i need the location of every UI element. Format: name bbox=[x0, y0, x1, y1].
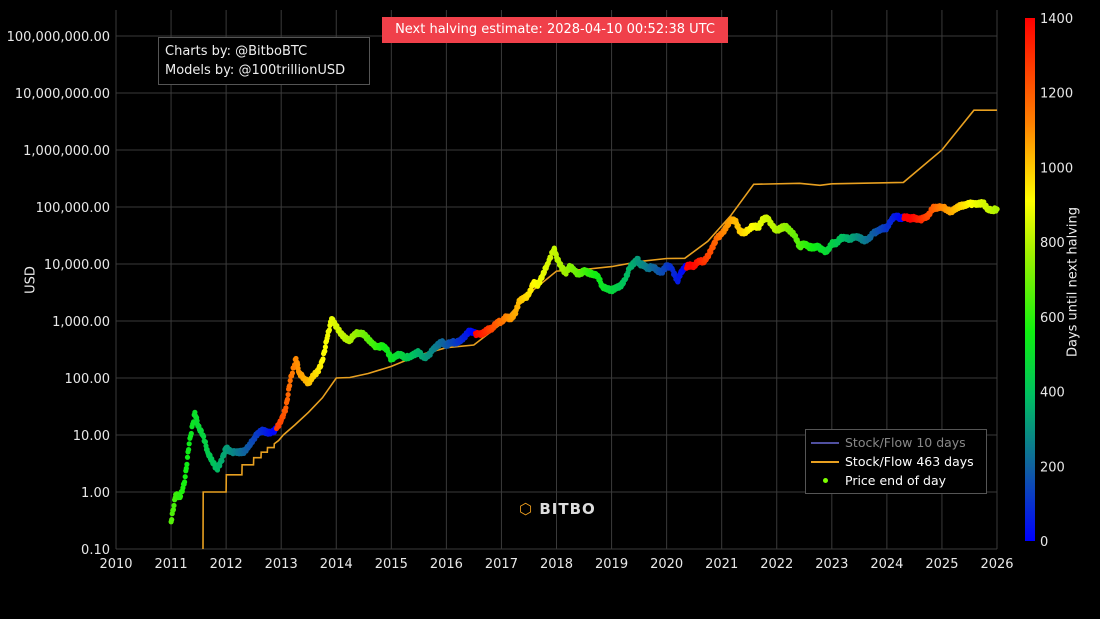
price-marker-interp bbox=[188, 430, 194, 437]
y-tick-label: 0.10 bbox=[81, 543, 110, 558]
x-tick-label: 2014 bbox=[320, 557, 353, 572]
credits-models: Models by: @100trillionUSD bbox=[165, 63, 346, 78]
legend-label-sf10: Stock/Flow 10 days bbox=[845, 435, 966, 450]
colorbar-tick-label: 800 bbox=[1040, 236, 1065, 251]
price-marker-interp bbox=[184, 461, 190, 467]
legend-swatch-price bbox=[823, 478, 828, 483]
bitbo-logo-icon: ⬡ bbox=[519, 500, 534, 518]
price-marker-interp bbox=[184, 454, 191, 460]
x-tick-label: 2018 bbox=[540, 557, 573, 572]
y-tick-label: 100,000,000.00 bbox=[7, 30, 110, 45]
price-marker-interp bbox=[221, 451, 227, 457]
price-markers bbox=[168, 199, 1000, 525]
colorbar-title: Days until next halving bbox=[1065, 206, 1081, 358]
credits-box: Charts by: @BitboBTC Models by: @100tril… bbox=[158, 37, 370, 85]
legend-label-sf463: Stock/Flow 463 days bbox=[845, 454, 974, 469]
x-tick-label: 2011 bbox=[155, 557, 188, 572]
price-marker-interp bbox=[326, 327, 332, 333]
x-tick-label: 2021 bbox=[705, 557, 738, 572]
price-marker-interp bbox=[285, 392, 291, 398]
x-axis-ticks: 2010 2011 2012 2013 2014 2015 2016 2017 2018 2019… bbox=[99, 557, 1013, 572]
x-tick-label: 2017 bbox=[485, 557, 518, 572]
x-tick-label: 2016 bbox=[430, 557, 463, 572]
x-tick-label: 2010 bbox=[99, 557, 132, 572]
colorbar-tick-label: 0 bbox=[1040, 535, 1048, 550]
colorbar-tick-label: 1400 bbox=[1040, 12, 1073, 27]
price-marker bbox=[182, 479, 188, 485]
price-marker-interp bbox=[170, 507, 176, 513]
x-tick-label: 2022 bbox=[760, 557, 793, 572]
x-tick-label: 2024 bbox=[870, 557, 903, 572]
y-axis-label: USD bbox=[23, 266, 39, 294]
colorbar-tick-label: 400 bbox=[1040, 386, 1065, 401]
model-lines bbox=[202, 109, 997, 550]
y-tick-label: 10,000,000.00 bbox=[15, 87, 110, 102]
colorbar-tick-label: 1200 bbox=[1040, 87, 1073, 102]
next-halving-banner: Next halving estimate: 2028-04-10 00:52:… bbox=[382, 17, 728, 43]
x-tick-label: 2023 bbox=[815, 557, 848, 572]
price-marker-interp bbox=[322, 348, 328, 354]
credits-charts: Charts by: @BitboBTC bbox=[165, 44, 308, 59]
price-marker-interp bbox=[186, 447, 192, 453]
price-marker bbox=[287, 378, 293, 384]
price-marker-interp bbox=[202, 439, 208, 445]
price-marker-interp bbox=[171, 502, 177, 509]
legend-label-price: Price end of day bbox=[845, 473, 947, 488]
y-axis-ticks: 0.10 1.00 10.00 100.00 1,000.00 10,000.00 100,… bbox=[7, 30, 110, 558]
x-tick-label: 2019 bbox=[595, 557, 628, 572]
x-tick-label: 2020 bbox=[650, 557, 683, 572]
price-marker-interp bbox=[183, 465, 189, 471]
x-tick-label: 2013 bbox=[265, 557, 298, 572]
price-marker bbox=[283, 405, 289, 411]
price-marker-interp bbox=[284, 396, 291, 402]
y-tick-label: 1,000,000.00 bbox=[23, 144, 110, 159]
price-marker-interp bbox=[289, 370, 295, 376]
y-tick-label: 10.00 bbox=[73, 429, 110, 444]
x-tick-label: 2026 bbox=[980, 557, 1013, 572]
y-tick-label: 100.00 bbox=[65, 372, 111, 387]
y-tick-label: 100,000.00 bbox=[36, 201, 110, 216]
colorbar-ticks: 0 200 400 600 800 1000 1200 1400 bbox=[1040, 12, 1073, 550]
x-tick-label: 2015 bbox=[375, 557, 408, 572]
legend-item-sf10[interactable]: Stock/Flow 10 days bbox=[811, 433, 981, 452]
price-marker-interp bbox=[169, 517, 175, 523]
price-marker-interp bbox=[177, 493, 184, 499]
watermark-text: BITBO bbox=[539, 500, 596, 518]
price-marker-interp bbox=[528, 287, 534, 293]
legend-swatch-sf463 bbox=[811, 460, 839, 463]
price-marker-interp bbox=[792, 233, 799, 239]
price-marker-interp bbox=[325, 332, 331, 339]
colorbar-tick-label: 200 bbox=[1040, 460, 1065, 475]
legend-item-price[interactable]: Price end of day bbox=[811, 471, 981, 490]
price-marker-interp bbox=[182, 474, 188, 480]
y-tick-label: 1,000.00 bbox=[52, 315, 110, 330]
price-marker bbox=[186, 441, 192, 447]
sf-463-line bbox=[202, 109, 997, 550]
price-marker-interp bbox=[287, 383, 293, 389]
legend-swatch-sf10 bbox=[811, 441, 839, 444]
legend-item-sf463[interactable]: Stock/Flow 463 days bbox=[811, 452, 981, 471]
price-marker-interp bbox=[320, 356, 326, 362]
x-tick-label: 2025 bbox=[925, 557, 958, 572]
colorbar-tick-label: 600 bbox=[1040, 311, 1065, 326]
bitbo-watermark: ⬡ BITBO bbox=[519, 500, 596, 518]
y-tick-label: 1.00 bbox=[81, 486, 110, 501]
price-marker bbox=[994, 206, 1000, 212]
price-marker-interp bbox=[548, 255, 554, 261]
price-marker-interp bbox=[201, 434, 207, 440]
price-marker-interp bbox=[515, 304, 521, 310]
x-tick-label: 2012 bbox=[210, 557, 243, 572]
colorbar-tick-label: 1000 bbox=[1040, 161, 1073, 176]
price-marker-interp bbox=[315, 369, 322, 375]
y-tick-label: 10,000.00 bbox=[44, 258, 110, 273]
price-marker-interp bbox=[322, 344, 328, 350]
legend: Stock/Flow 10 days Stock/Flow 463 days P… bbox=[805, 429, 987, 494]
price-marker-interp bbox=[219, 458, 225, 464]
colorbar bbox=[1025, 18, 1035, 541]
